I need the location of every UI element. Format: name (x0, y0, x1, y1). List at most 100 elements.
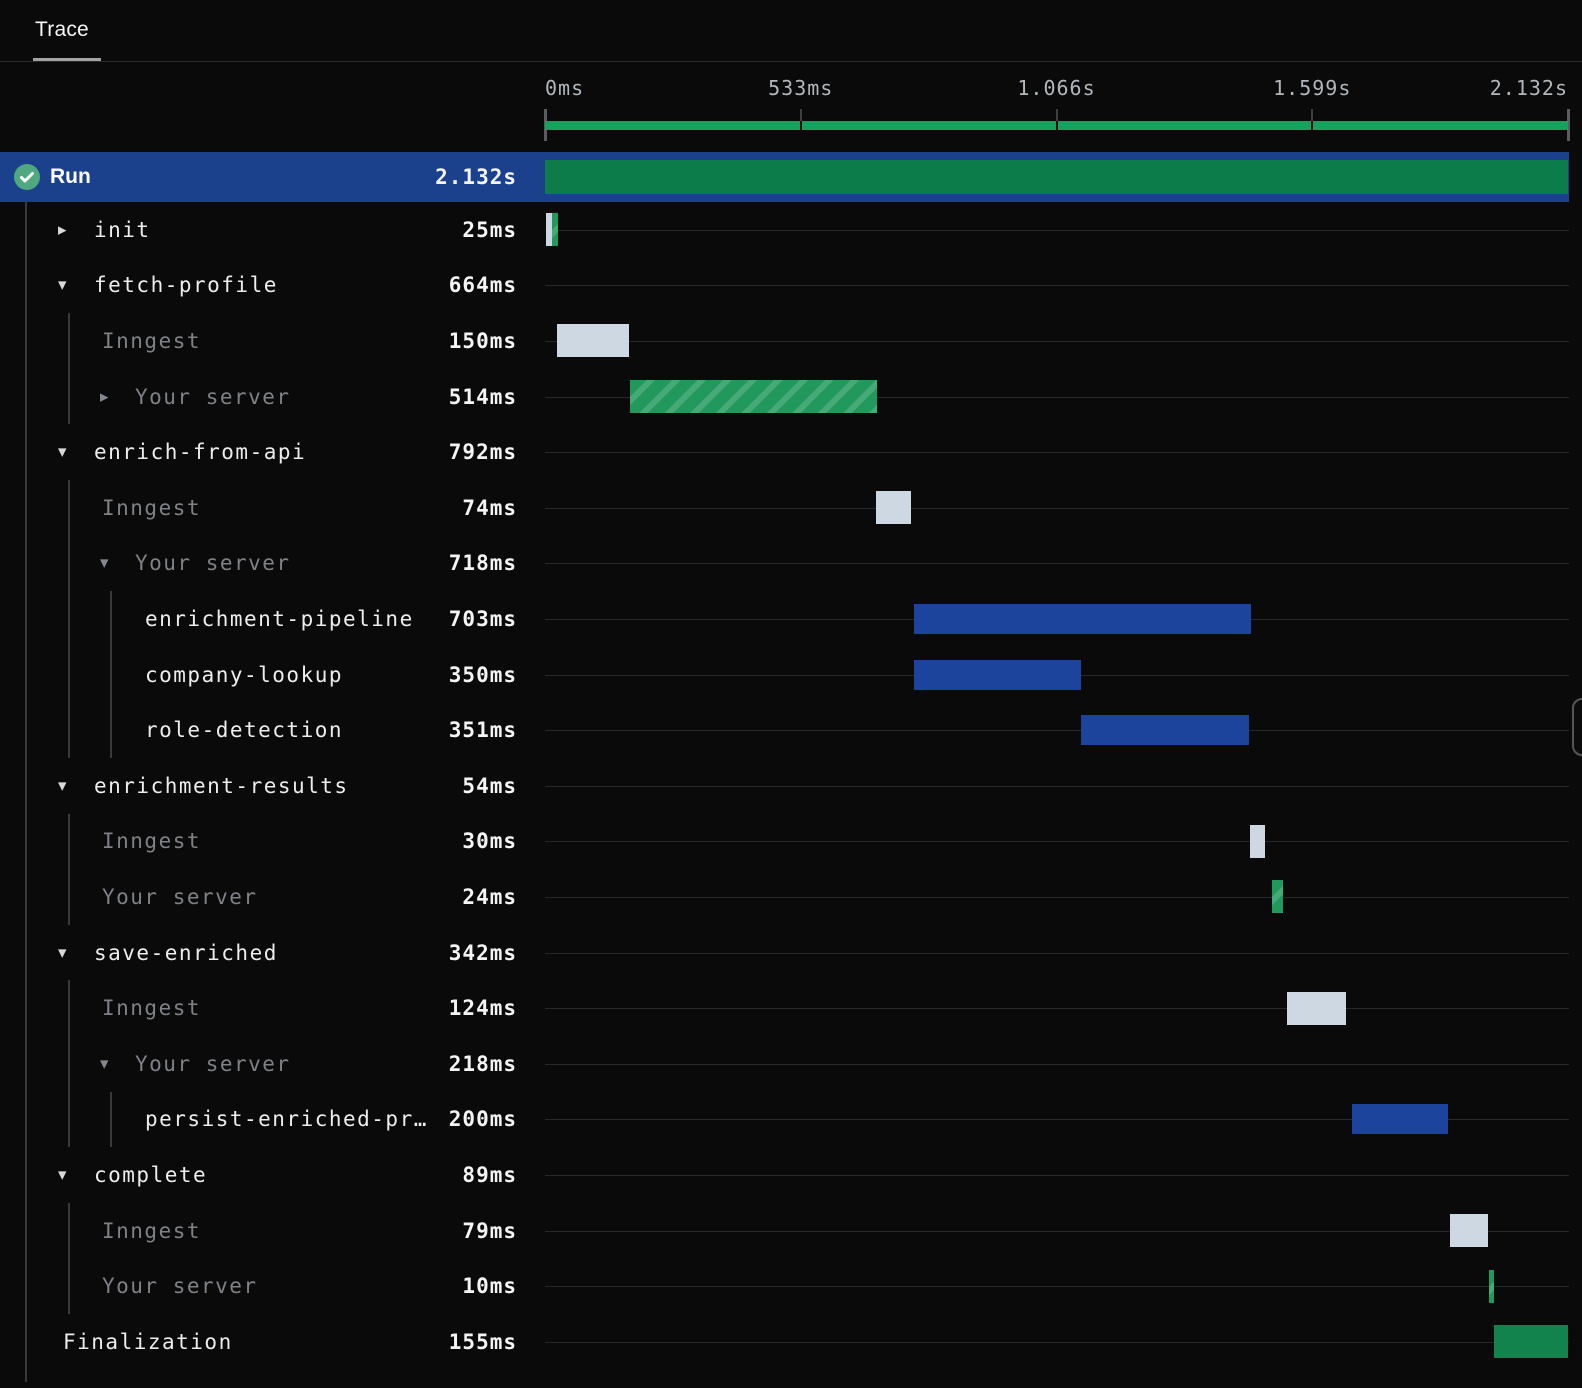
row-track-line (545, 1174, 1569, 1176)
span-bar-init[interactable] (546, 213, 558, 247)
chevron-down-icon[interactable]: ▼ (58, 779, 67, 793)
row-track-line (545, 1286, 1569, 1288)
trace-row[interactable]: ▼ enrichment-results 54ms (0, 758, 1582, 814)
span-duration: 664ms (448, 273, 517, 298)
span-name: Inngest (102, 1218, 202, 1243)
span-name: Inngest (102, 495, 202, 520)
chevron-down-icon[interactable]: ▼ (58, 445, 67, 459)
row-track-line (545, 1008, 1569, 1010)
span-name: Your server (102, 884, 258, 909)
span-duration: 514ms (448, 384, 517, 409)
span-duration: 124ms (448, 996, 517, 1021)
trace-row[interactable]: ▼ Your server 718ms (0, 536, 1582, 592)
chevron-down-icon[interactable]: ▼ (100, 1057, 109, 1071)
ruler-tick-label: 1.066s (1017, 76, 1096, 100)
trace-row[interactable]: ▼ fetch-profile 664ms (0, 258, 1582, 314)
trace-row[interactable]: ▶ Your server 514ms (0, 369, 1582, 425)
row-track-line (545, 896, 1569, 898)
trace-row[interactable]: Inngest 74ms (0, 480, 1582, 536)
span-duration: 74ms (462, 495, 517, 520)
chevron-down-icon[interactable]: ▼ (58, 278, 67, 292)
span-name: company-lookup (145, 662, 344, 687)
minimap-divider (1311, 121, 1314, 130)
trace-row[interactable]: Finalization 155ms (0, 1314, 1582, 1370)
span-bar-queue[interactable] (556, 324, 629, 358)
span-duration: 10ms (462, 1274, 517, 1299)
span-duration: 342ms (448, 940, 517, 965)
span-bar-queue[interactable] (1286, 991, 1347, 1025)
trace-row[interactable]: role-detection 351ms (0, 702, 1582, 758)
span-duration: 792ms (448, 440, 517, 465)
scrollbar-thumb[interactable] (1572, 698, 1582, 756)
trace-row[interactable]: Inngest 124ms (0, 980, 1582, 1036)
trace-row[interactable]: Inngest 30ms (0, 814, 1582, 870)
span-bar-queue[interactable] (1250, 824, 1265, 858)
span-duration: 25ms (462, 217, 517, 242)
span-duration: 200ms (448, 1107, 517, 1132)
span-name: enrichment-pipeline (145, 606, 414, 631)
span-name: Your server (135, 384, 291, 409)
span-bar-span[interactable] (1080, 715, 1250, 746)
span-duration: 155ms (448, 1329, 517, 1354)
run-row[interactable]: Run 2.132s (0, 152, 1569, 202)
tab-trace[interactable]: Trace (35, 0, 89, 60)
ruler-tick (1567, 109, 1570, 141)
chevron-right-icon[interactable]: ▶ (100, 390, 109, 404)
trace-row[interactable]: enrichment-pipeline 703ms (0, 591, 1582, 647)
span-name: fetch-profile (94, 273, 278, 298)
timeline-minimap[interactable] (545, 121, 1568, 130)
chevron-right-icon[interactable]: ▶ (58, 223, 67, 237)
span-duration: 79ms (462, 1218, 517, 1243)
indent-guide (110, 591, 112, 758)
active-tab-underline (33, 58, 101, 61)
minimap-divider (1055, 121, 1058, 130)
span-duration: 218ms (448, 1051, 517, 1076)
chevron-down-icon[interactable]: ▼ (100, 556, 109, 570)
span-name: init (94, 217, 151, 242)
indent-guide (25, 202, 27, 1382)
span-bar-server[interactable] (1271, 880, 1284, 914)
span-name: enrich-from-api (94, 440, 307, 465)
run-span-bar[interactable] (545, 160, 1568, 194)
indent-guide (68, 480, 70, 758)
row-track-line (545, 340, 1569, 342)
span-duration: 351ms (448, 718, 517, 743)
indent-guide (110, 1091, 112, 1148)
row-track-line (545, 1119, 1569, 1121)
span-bar-server[interactable] (1488, 1269, 1494, 1303)
span-bar-final[interactable] (1493, 1325, 1568, 1359)
trace-row[interactable]: ▶ init 25ms (0, 202, 1582, 258)
span-bar-span[interactable] (913, 659, 1082, 690)
trace-row[interactable]: ▼ enrich-from-api 792ms (0, 424, 1582, 480)
span-bar-server[interactable] (629, 380, 877, 414)
trace-row[interactable]: ▼ save-enriched 342ms (0, 925, 1582, 981)
ruler-tick-label: 1.599s (1273, 76, 1352, 100)
minimap-divider (799, 121, 802, 130)
span-bar-span[interactable] (1352, 1104, 1449, 1135)
chevron-down-icon[interactable]: ▼ (58, 946, 67, 960)
init-server-segment (551, 213, 558, 247)
trace-row[interactable]: Inngest 79ms (0, 1203, 1582, 1259)
tab-bar: Trace (0, 0, 1582, 62)
span-bar-queue[interactable] (1449, 1214, 1488, 1248)
ruler-tick (1311, 109, 1314, 122)
trace-row[interactable]: company-lookup 350ms (0, 647, 1582, 703)
trace-row[interactable]: Your server 24ms (0, 869, 1582, 925)
trace-row[interactable]: persist-enriched-pr… 200ms (0, 1092, 1582, 1148)
span-bar-queue[interactable] (875, 491, 912, 525)
span-name: Your server (135, 551, 291, 576)
indent-guide (68, 1202, 70, 1314)
ruler-tick-label: 533ms (768, 76, 834, 100)
span-name: Your server (102, 1274, 258, 1299)
span-duration: 703ms (448, 606, 517, 631)
row-track-line (545, 452, 1569, 454)
run-duration: 2.132s (435, 165, 517, 189)
trace-row[interactable]: Inngest 150ms (0, 313, 1582, 369)
trace-row[interactable]: Your server 10ms (0, 1258, 1582, 1314)
trace-row[interactable]: ▼ Your server 218ms (0, 1036, 1582, 1092)
chevron-down-icon[interactable]: ▼ (58, 1168, 67, 1182)
trace-row[interactable]: ▼ complete 89ms (0, 1147, 1582, 1203)
span-bar-span[interactable] (913, 603, 1251, 634)
row-track-line (545, 730, 1569, 732)
ruler-tick-label: 2.132s (1489, 76, 1568, 100)
